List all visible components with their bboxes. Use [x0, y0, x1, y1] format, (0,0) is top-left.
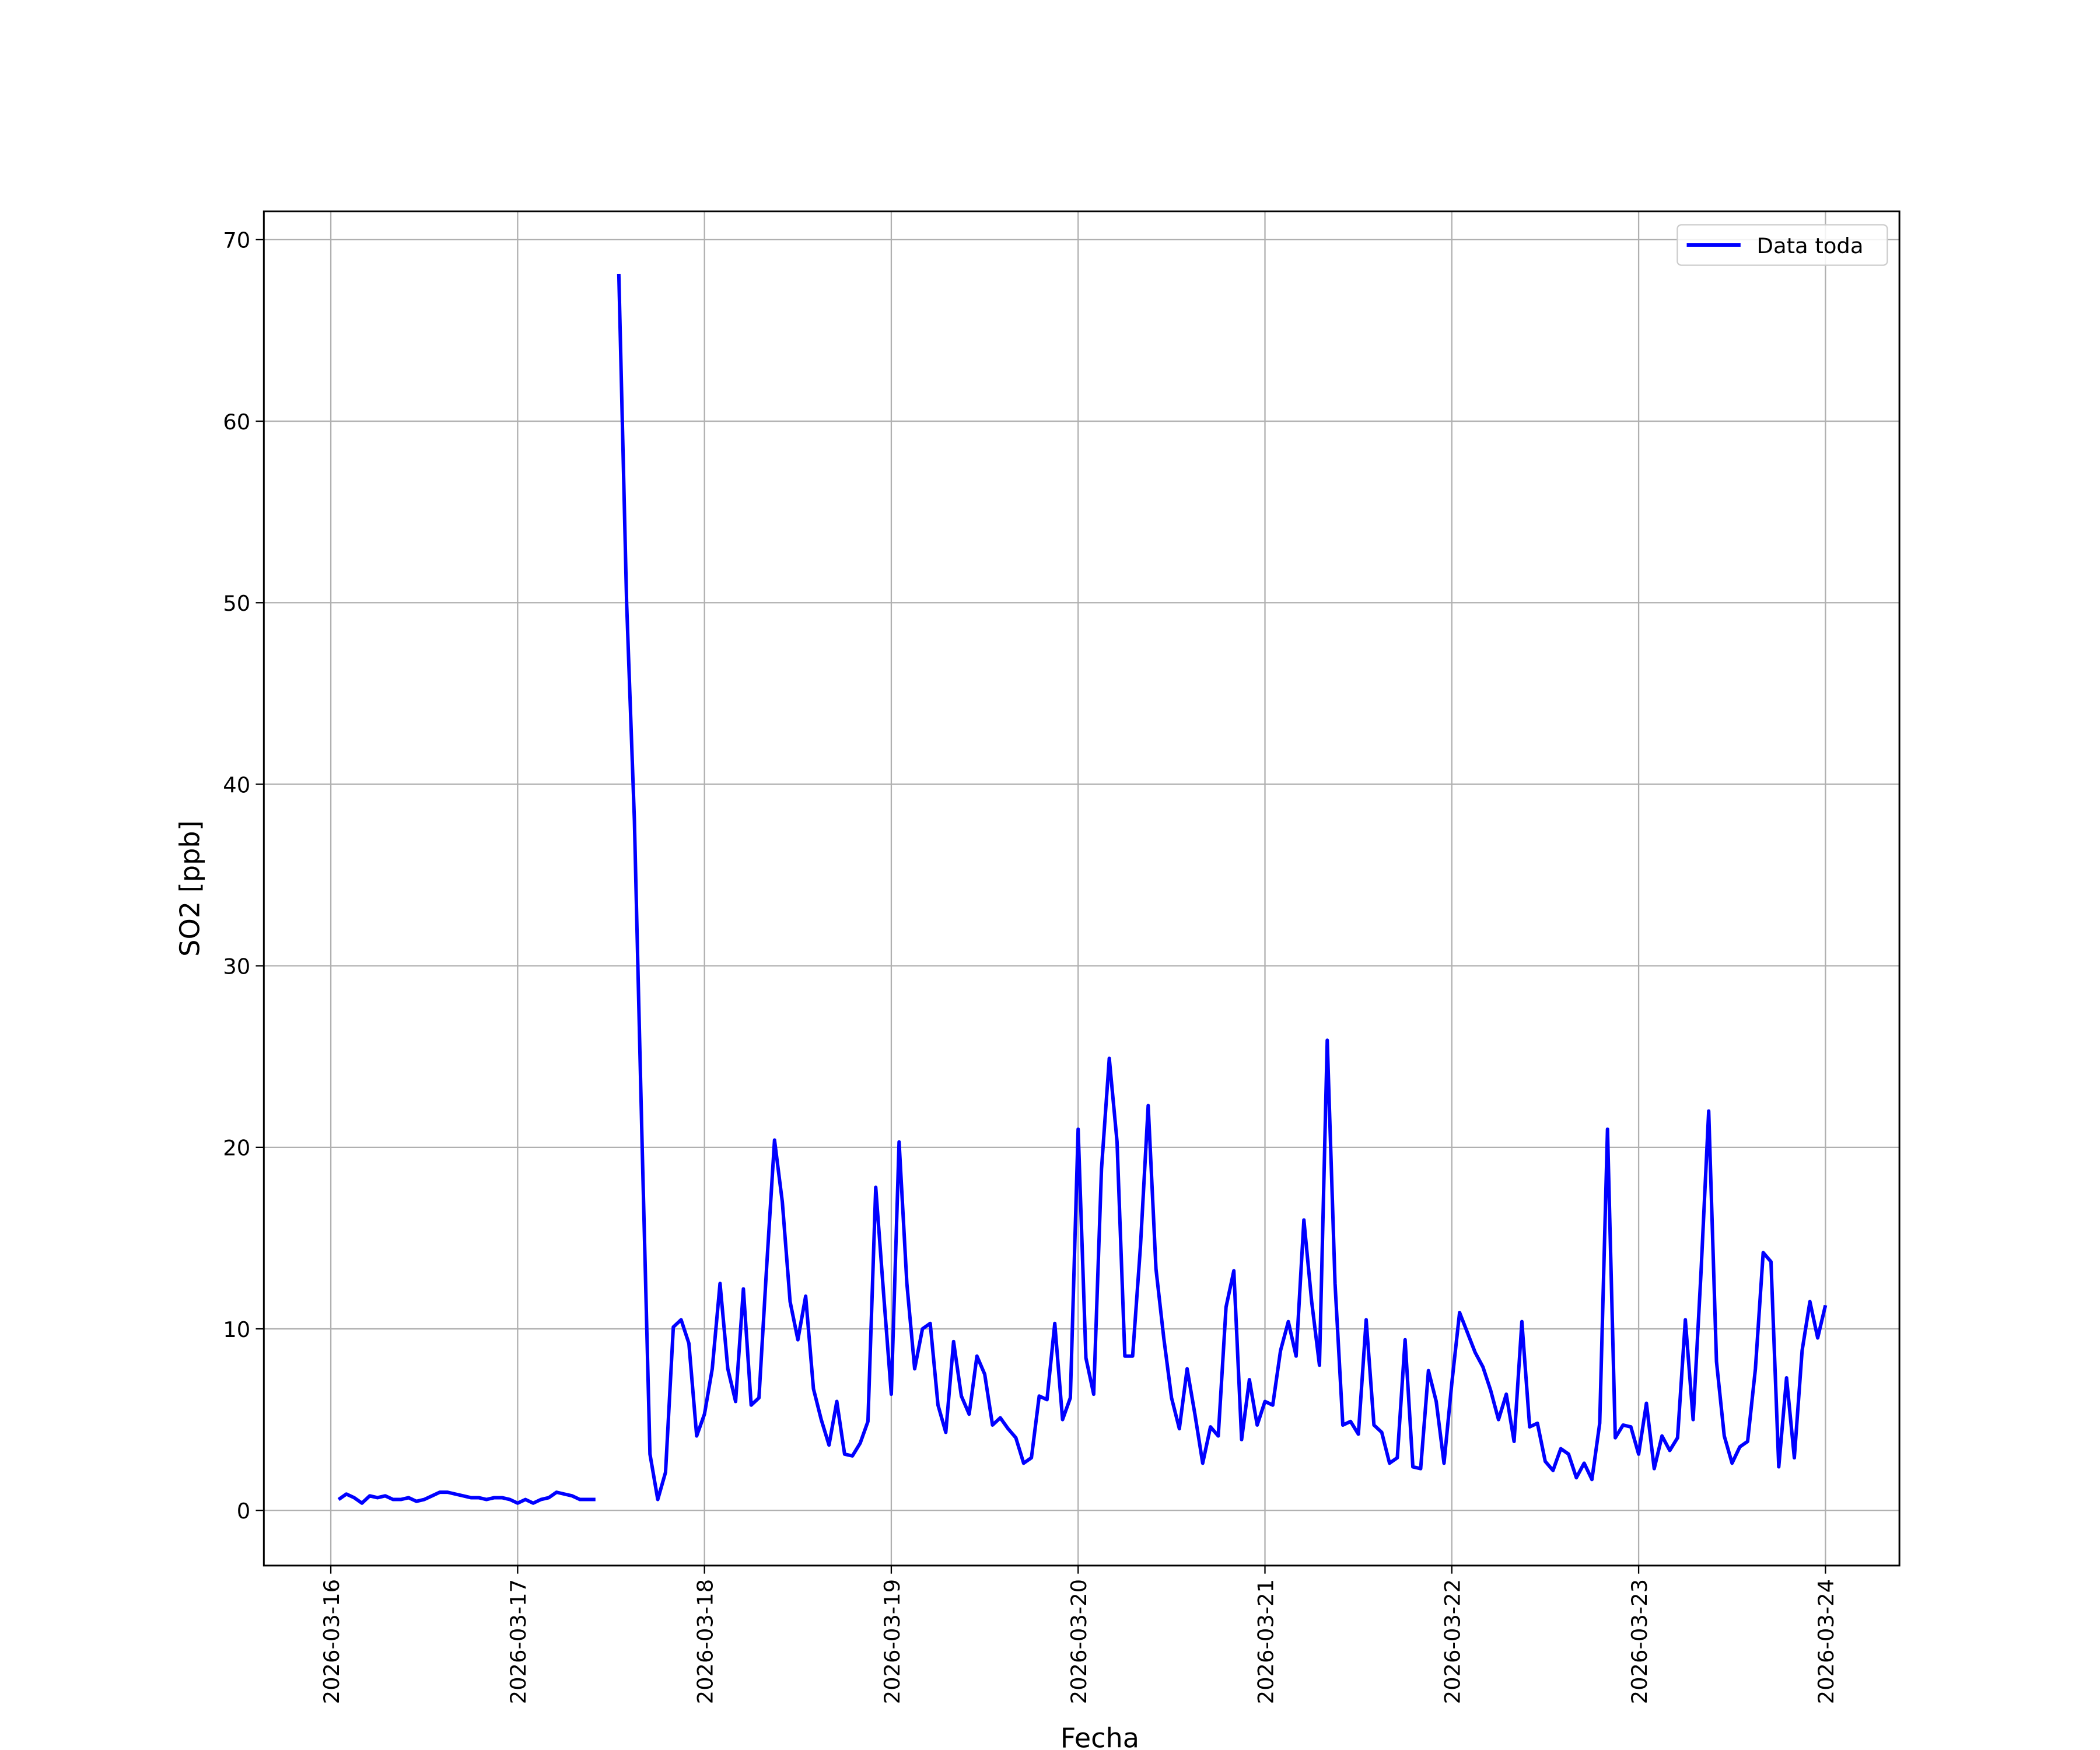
x-tick-label: 2026-03-21 [1253, 1579, 1278, 1704]
y-tick-label: 40 [223, 772, 250, 797]
x-tick-label: 2026-03-16 [319, 1579, 344, 1704]
x-tick-label: 2026-03-20 [1066, 1579, 1091, 1704]
x-tick-label: 2026-03-18 [692, 1579, 718, 1704]
y-tick-label: 10 [223, 1317, 250, 1342]
axes-frame [262, 210, 1901, 1567]
legend: Data toda [1676, 224, 1888, 266]
x-tick-label: 2026-03-17 [506, 1579, 531, 1704]
grid [264, 211, 1900, 1566]
data-line [337, 274, 1828, 1505]
x-axis-label: Fecha [1060, 1722, 1139, 1750]
legend-box [1676, 224, 1888, 266]
legend-label: Data toda [1757, 233, 1864, 258]
x-tick-label: 2026-03-24 [1814, 1579, 1839, 1704]
x-tick-label: 2026-03-19 [880, 1579, 905, 1704]
y-tick-label: 70 [223, 228, 250, 253]
y-tick-label: 0 [237, 1499, 250, 1524]
y-axis-label: SO2 [ppb] [174, 820, 206, 957]
y-tick-label: 50 [223, 591, 250, 616]
ticks: 0 10 20 30 40 50 60 70 2026-03-16 2026-03-17 2026-… [223, 228, 1839, 1704]
x-tick-label: 2026-03-23 [1627, 1579, 1652, 1704]
y-tick-label: 30 [223, 954, 250, 979]
x-tick-label: 2026-03-22 [1440, 1579, 1465, 1704]
plot-area [337, 274, 1828, 1505]
y-tick-label: 20 [223, 1136, 250, 1161]
y-tick-label: 60 [223, 410, 250, 435]
